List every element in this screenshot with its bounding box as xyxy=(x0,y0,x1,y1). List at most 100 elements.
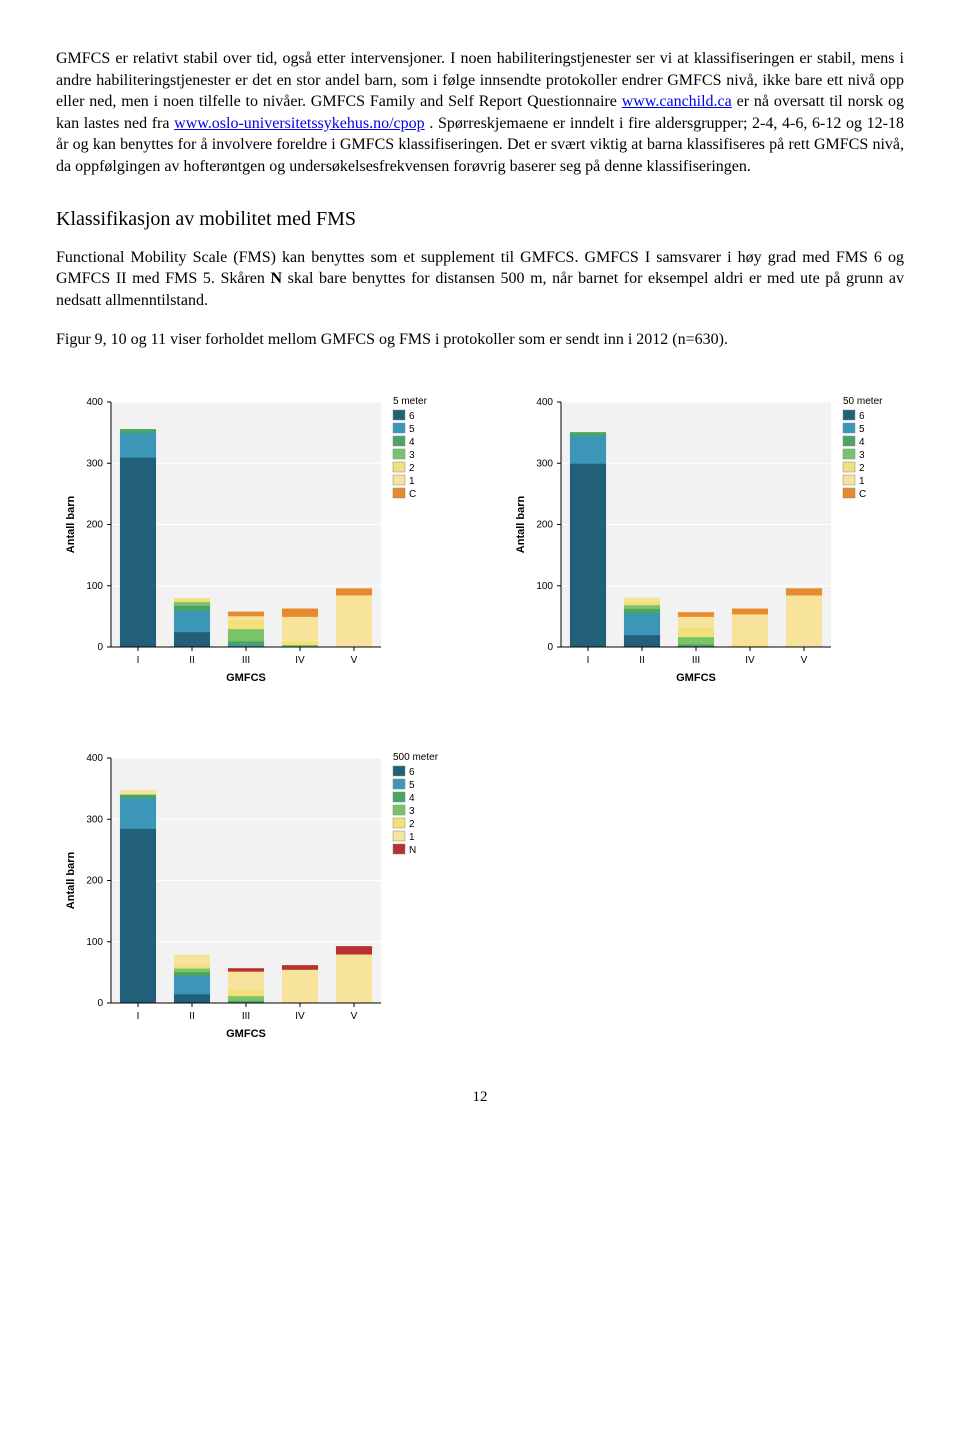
bar-segment xyxy=(624,613,659,634)
svg-text:0: 0 xyxy=(97,998,103,1009)
bar-segment xyxy=(282,969,317,1003)
bar-segment xyxy=(570,433,605,436)
bar-segment xyxy=(174,605,209,610)
legend-swatch xyxy=(393,831,405,841)
svg-text:0: 0 xyxy=(547,642,553,653)
link-oslo-universitetssykehus[interactable]: www.oslo-universitetssykehus.no/cpop xyxy=(174,115,425,132)
bar-segment xyxy=(570,463,605,647)
y-axis-label: Antall barn xyxy=(65,851,77,909)
bar-segment xyxy=(336,947,371,954)
text-bold-n: N xyxy=(271,270,283,287)
x-axis-label: GMFCS xyxy=(226,672,266,684)
y-axis-label: Antall barn xyxy=(515,495,527,553)
svg-text:400: 400 xyxy=(536,397,553,408)
svg-text:IV: IV xyxy=(745,655,755,666)
legend-swatch xyxy=(843,449,855,459)
bar-segment xyxy=(120,433,155,458)
svg-text:400: 400 xyxy=(86,753,103,764)
bar-segment xyxy=(228,641,263,645)
legend-title: 5 meter xyxy=(393,396,428,407)
legend-label: 3 xyxy=(859,450,865,461)
legend-label: 4 xyxy=(409,793,415,804)
chart-500m: 0100200300400IIIIIIIVVAntall barnGMFCS50… xyxy=(56,743,466,1063)
legend-swatch xyxy=(393,818,405,828)
legend-label: 6 xyxy=(409,767,415,778)
legend-title: 50 meter xyxy=(843,396,883,407)
chart-5m: 0100200300400IIIIIIIVVAntall barnGMFCS5 … xyxy=(56,387,466,707)
bar-segment xyxy=(570,436,605,464)
legend-swatch xyxy=(393,449,405,459)
bar-segment xyxy=(120,794,155,798)
svg-text:III: III xyxy=(242,1011,250,1022)
legend-swatch xyxy=(843,423,855,433)
bar-segment xyxy=(624,635,659,647)
charts-row-top: 0100200300400IIIIIIIVVAntall barnGMFCS5 … xyxy=(56,387,904,707)
svg-text:II: II xyxy=(189,655,195,666)
bar-segment xyxy=(786,589,821,595)
paragraph-2: Functional Mobility Scale (FMS) kan beny… xyxy=(56,247,904,312)
heading-fms: Klassifikasjon av mobilitet med FMS xyxy=(56,206,904,233)
bar-segment xyxy=(174,968,209,972)
bar-segment xyxy=(120,430,155,433)
link-canchild[interactable]: www.canchild.ca xyxy=(622,93,732,110)
bar-segment xyxy=(120,457,155,647)
bar-segment xyxy=(678,613,713,617)
svg-text:IV: IV xyxy=(295,1011,305,1022)
paragraph-1: GMFCS er relativt stabil over tid, også … xyxy=(56,48,904,178)
bar-segment xyxy=(678,627,713,636)
svg-text:I: I xyxy=(137,655,140,666)
legend-swatch xyxy=(393,805,405,815)
legend-label: 1 xyxy=(859,476,865,487)
legend-swatch xyxy=(843,462,855,472)
legend-label: 5 xyxy=(409,424,415,435)
bar-segment xyxy=(624,601,659,605)
legend-label: 4 xyxy=(409,437,415,448)
svg-text:III: III xyxy=(692,655,700,666)
bar-segment xyxy=(282,966,317,970)
svg-text:V: V xyxy=(351,655,358,666)
svg-text:400: 400 xyxy=(86,397,103,408)
svg-text:V: V xyxy=(801,655,808,666)
bar-segment xyxy=(174,955,209,964)
bar-segment xyxy=(228,989,263,995)
bar-segment xyxy=(336,589,371,595)
bar-segment xyxy=(336,595,371,647)
bar-segment xyxy=(174,994,209,1003)
bar-segment xyxy=(732,614,767,645)
svg-text:100: 100 xyxy=(86,581,103,592)
bar-segment xyxy=(174,964,209,968)
bar-segment xyxy=(228,616,263,620)
paragraph-3: Figur 9, 10 og 11 viser forholdet mellom… xyxy=(56,329,904,351)
svg-text:300: 300 xyxy=(536,458,553,469)
svg-text:I: I xyxy=(587,655,590,666)
svg-text:100: 100 xyxy=(86,937,103,948)
legend-swatch xyxy=(393,779,405,789)
legend-label: 1 xyxy=(409,832,415,843)
bar-segment xyxy=(228,629,263,641)
bar-segment xyxy=(732,609,767,614)
chart-50m: 0100200300400IIIIIIIVVAntall barnGMFCS50… xyxy=(506,387,916,707)
bar-segment xyxy=(174,632,209,647)
legend-label: 5 xyxy=(859,424,865,435)
legend-swatch xyxy=(393,423,405,433)
svg-text:I: I xyxy=(137,1011,140,1022)
legend-label: 3 xyxy=(409,450,415,461)
bar-segment xyxy=(282,609,317,616)
legend-swatch xyxy=(393,766,405,776)
bar-segment xyxy=(120,790,155,794)
svg-text:200: 200 xyxy=(536,519,553,530)
legend-label: 1 xyxy=(409,476,415,487)
bar-segment xyxy=(120,798,155,829)
x-axis-label: GMFCS xyxy=(226,1028,266,1040)
bar-segment xyxy=(228,969,263,971)
legend-label: N xyxy=(409,845,416,856)
legend-label: 6 xyxy=(409,411,415,422)
bar-segment xyxy=(228,971,263,989)
legend-swatch xyxy=(843,488,855,498)
bar-segment xyxy=(624,605,659,609)
legend-swatch xyxy=(393,462,405,472)
legend-swatch xyxy=(393,410,405,420)
charts-row-bottom: 0100200300400IIIIIIIVVAntall barnGMFCS50… xyxy=(56,743,904,1063)
legend-label: 2 xyxy=(409,463,415,474)
svg-text:II: II xyxy=(639,655,645,666)
